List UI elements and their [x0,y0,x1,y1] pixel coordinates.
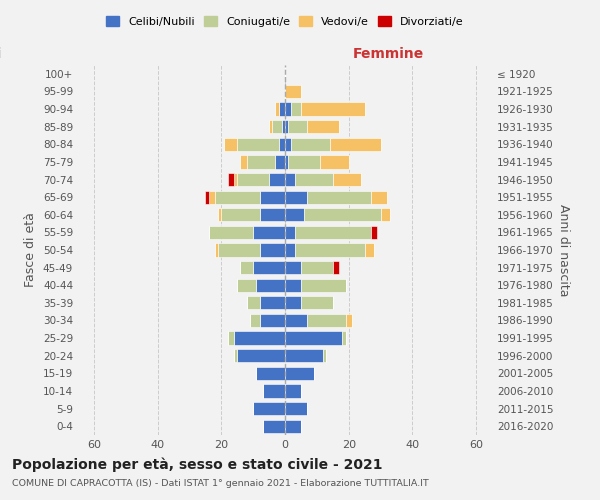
Bar [221,208,260,222]
Bar [260,244,285,256]
Bar [288,156,320,168]
Bar [237,173,269,186]
Bar [285,120,288,134]
Bar [285,332,343,344]
Bar [304,208,380,222]
Bar [205,190,209,204]
Bar [234,173,237,186]
Bar [256,366,285,380]
Bar [285,278,301,292]
Bar [285,349,323,362]
Bar [285,261,301,274]
Bar [307,120,339,134]
Bar [301,102,365,116]
Bar [260,296,285,310]
Bar [285,366,314,380]
Bar [285,314,307,327]
Bar [215,190,260,204]
Bar [275,102,278,116]
Bar [333,173,361,186]
Bar [320,156,349,168]
Bar [346,314,352,327]
Bar [292,138,329,151]
Bar [237,278,256,292]
Bar [253,261,285,274]
Bar [285,102,292,116]
Bar [285,208,304,222]
Bar [260,190,285,204]
Bar [295,244,365,256]
Bar [295,226,371,239]
Legend: Celibi/Nubili, Coniugati/e, Vedovi/e, Divorziati/e: Celibi/Nubili, Coniugati/e, Vedovi/e, Di… [102,12,468,31]
Bar [218,244,260,256]
Bar [253,226,285,239]
Bar [285,420,301,433]
Bar [224,138,237,151]
Bar [241,156,247,168]
Bar [285,156,288,168]
Bar [227,173,234,186]
Bar [380,208,390,222]
Bar [237,349,285,362]
Text: Femmine: Femmine [353,48,424,62]
Text: Maschi: Maschi [0,48,2,62]
Bar [253,402,285,415]
Bar [301,261,333,274]
Y-axis label: Anni di nascita: Anni di nascita [557,204,570,296]
Bar [209,226,253,239]
Bar [269,120,272,134]
Bar [260,314,285,327]
Bar [285,226,295,239]
Bar [285,244,295,256]
Bar [234,349,237,362]
Text: Popolazione per età, sesso e stato civile - 2021: Popolazione per età, sesso e stato civil… [12,458,383,472]
Bar [250,314,260,327]
Bar [215,244,218,256]
Bar [285,85,301,98]
Bar [234,332,285,344]
Bar [329,138,380,151]
Bar [247,156,275,168]
Text: COMUNE DI CAPRACOTTA (IS) - Dati ISTAT 1° gennaio 2021 - Elaborazione TUTTITALIA: COMUNE DI CAPRACOTTA (IS) - Dati ISTAT 1… [12,479,429,488]
Bar [285,138,292,151]
Bar [285,173,295,186]
Bar [301,278,346,292]
Bar [218,208,221,222]
Bar [227,332,234,344]
Bar [237,138,278,151]
Bar [247,296,260,310]
Bar [285,402,307,415]
Bar [292,102,301,116]
Bar [263,420,285,433]
Bar [285,190,307,204]
Bar [371,190,387,204]
Bar [275,156,285,168]
Bar [307,314,346,327]
Bar [365,244,374,256]
Bar [343,332,346,344]
Bar [209,190,215,204]
Bar [295,173,333,186]
Bar [371,226,377,239]
Bar [333,261,339,274]
Y-axis label: Fasce di età: Fasce di età [25,212,37,288]
Bar [301,296,333,310]
Bar [278,102,285,116]
Bar [269,173,285,186]
Bar [256,278,285,292]
Bar [282,120,285,134]
Bar [263,384,285,398]
Bar [285,296,301,310]
Bar [288,120,307,134]
Bar [272,120,282,134]
Bar [307,190,371,204]
Bar [323,349,326,362]
Bar [260,208,285,222]
Bar [241,261,253,274]
Bar [278,138,285,151]
Bar [285,384,301,398]
